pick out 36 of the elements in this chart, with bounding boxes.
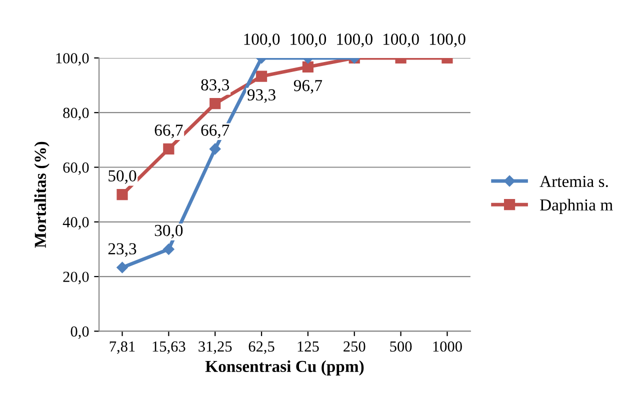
x-tick-label: 31,25 <box>198 341 232 354</box>
data-label: 23,3 <box>108 243 136 257</box>
data-label: 100,0 <box>384 34 419 48</box>
data-label: 100,0 <box>244 34 280 48</box>
point <box>163 244 174 255</box>
point <box>116 262 128 274</box>
data-label: 30,0 <box>154 224 183 239</box>
legend-label: Daphnia m <box>540 198 613 214</box>
point <box>116 189 128 200</box>
y-tick-label: 60,0 <box>63 162 89 175</box>
x-axis-title: Konsentrasi Cu (ppm) <box>205 360 364 376</box>
legend-label: Artemia s. <box>540 176 608 188</box>
x-tick-label: 125 <box>298 341 319 352</box>
y-axis-title: Mortalitas (%) <box>34 142 50 248</box>
data-label: 100,0 <box>430 34 466 48</box>
data-label: 66,7 <box>154 124 183 138</box>
y-tick-label: 100,0 <box>56 53 89 66</box>
x-tick-label: 1000 <box>433 341 462 352</box>
y-tick-label: 40,0 <box>62 217 89 230</box>
x-tick-label: 500 <box>390 341 412 352</box>
data-label: 83,3 <box>201 79 230 93</box>
data-label: 66,7 <box>201 124 230 138</box>
point <box>209 143 221 155</box>
data-label: 100,0 <box>290 34 326 48</box>
data-label: 100,0 <box>337 34 372 48</box>
x-tick-label: 250 <box>344 341 366 352</box>
y-tick-label: 0,0 <box>70 326 89 339</box>
point <box>163 143 174 155</box>
data-label: 93,3 <box>247 89 276 103</box>
x-tick-label: 7,81 <box>110 341 135 354</box>
y-tick-label: 80,0 <box>63 108 89 120</box>
data-label: 50,0 <box>108 170 136 184</box>
data-label: 96,7 <box>294 80 322 94</box>
x-tick-label: 15,63 <box>152 341 186 354</box>
x-tick-label: 62,5 <box>248 341 274 354</box>
y-tick-label: 20,0 <box>63 272 89 284</box>
